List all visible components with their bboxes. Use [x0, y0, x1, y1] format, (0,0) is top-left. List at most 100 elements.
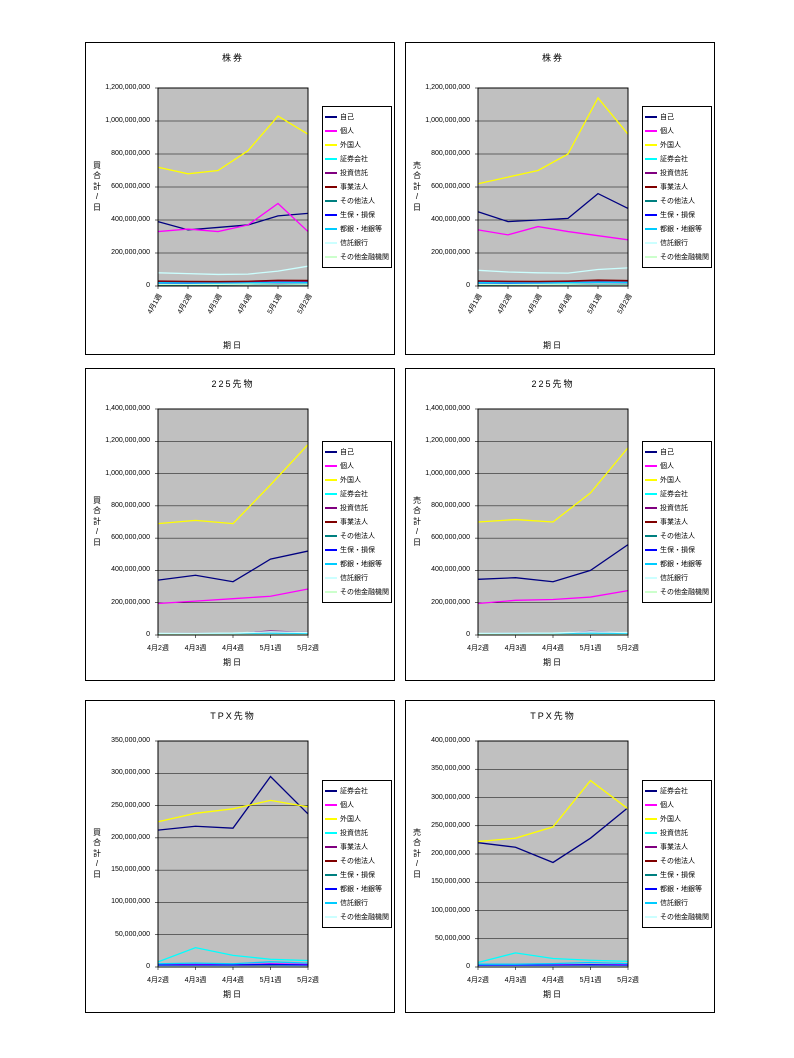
y-tick-label: 50,000,000 [114, 930, 150, 938]
series-line [157, 588, 309, 605]
legend-label: 証券会社 [340, 788, 368, 795]
plot-area [155, 740, 309, 970]
legend-label: 投資信託 [660, 830, 688, 837]
legend-line-swatch [645, 116, 657, 118]
legend-item: 証券会社 [325, 152, 389, 166]
legend-label: 都銀・地銀等 [660, 886, 702, 893]
x-tick-label: 5月1週 [266, 293, 284, 316]
legend-item: その他法人 [325, 529, 389, 543]
plot-area [475, 740, 629, 970]
legend-item: 個人 [645, 798, 709, 812]
x-tick-label: 5月2週 [297, 645, 319, 652]
legend-line-swatch [325, 228, 337, 230]
series-line [157, 202, 309, 233]
y-axis-title: 買 合 計 / 日 [93, 496, 101, 547]
series-line [477, 952, 629, 964]
legend-line-swatch [645, 242, 657, 244]
x-axis-title: 期日 [223, 658, 243, 667]
legend-label: その他金融機関 [340, 254, 389, 261]
series-line [158, 631, 309, 635]
legend-line-swatch [325, 888, 337, 890]
legend-item: 個人 [325, 459, 389, 473]
legend-label: 生保・損保 [660, 212, 695, 219]
legend-line-swatch [325, 860, 337, 862]
legend-line-swatch [325, 158, 337, 160]
y-tick-label: 400,000,000 [431, 566, 470, 574]
x-tick-label: 4月3週 [206, 293, 224, 316]
y-tick-label: 0 [146, 282, 150, 289]
series-line [157, 279, 309, 283]
legend-line-swatch [645, 256, 657, 258]
legend-item: 投資信託 [325, 501, 389, 515]
legend-item: 生保・損保 [325, 868, 389, 882]
legend-line-swatch [325, 256, 337, 258]
legend-label: 投資信託 [340, 170, 368, 177]
legend-item: 外国人 [645, 138, 709, 152]
legend-item: 都銀・地銀等 [325, 222, 389, 236]
y-tick-label: 800,000,000 [431, 501, 470, 509]
y-tick-label: 800,000,000 [111, 150, 150, 157]
legend-line-swatch [645, 228, 657, 230]
legend-label: 信託銀行 [660, 240, 688, 247]
legend-item: 生保・損保 [325, 543, 389, 557]
legend-line-swatch [645, 790, 657, 792]
chart-title: 株券 [541, 53, 565, 63]
y-axis-title: 売 合 計 / 日 [413, 828, 421, 879]
legend: 自己 個人 外国人 証券会社 投資信託 事業法人 その他法人 生保・損保 都銀・地銀等 信託銀行そ… [642, 441, 712, 603]
plot-area [475, 408, 629, 638]
legend-label: 投資信託 [340, 505, 368, 512]
x-axis-title: 期日 [543, 658, 563, 667]
x-axis-title: 期日 [543, 341, 563, 350]
series-line [157, 799, 309, 823]
y-tick-label: 1,000,000,000 [105, 469, 150, 477]
legend-item: その他法人 [645, 854, 709, 868]
x-tick-label: 4月2週 [467, 977, 489, 984]
legend: 証券会社 個人 外国人 投資信託 事業法人 その他法人 生保・損保 都銀・地銀等 信託銀行 その他… [322, 780, 392, 928]
series-line [157, 265, 309, 276]
legend-line-swatch [645, 804, 657, 806]
legend-label: 生保・損保 [660, 872, 695, 879]
chart-title: TPX先物 [210, 711, 256, 721]
legend-label: 自己 [340, 114, 354, 121]
legend: 証券会社 個人 外国人 投資信託 事業法人 その他法人 生保・損保 都銀・地銀等 信託銀行 その他… [642, 780, 712, 928]
legend-line-swatch [645, 860, 657, 862]
series-line [477, 779, 629, 843]
y-tick-label: 1,000,000,000 [425, 117, 470, 124]
legend-item: 信託銀行 [325, 896, 389, 910]
legend-line-swatch [325, 549, 337, 551]
legend-label: 信託銀行 [660, 900, 688, 907]
x-tick-label: 4月3週 [504, 645, 527, 652]
y-tick-label: 350,000,000 [431, 765, 470, 773]
legend-label: 自己 [660, 114, 674, 121]
y-tick-label: 100,000,000 [431, 906, 470, 914]
x-tick-label: 4月3週 [184, 977, 207, 984]
legend-label: 都銀・地銀等 [340, 226, 382, 233]
legend-item: 自己 [645, 110, 709, 124]
legend-item: 自己 [325, 110, 389, 124]
legend-item: 信託銀行 [645, 571, 709, 585]
legend-item: その他法人 [645, 529, 709, 543]
series-line [157, 946, 309, 963]
plot-area [475, 87, 629, 289]
legend-line-swatch [645, 451, 657, 453]
legend-item: 事業法人 [325, 180, 389, 194]
y-tick-label: 1,400,000,000 [105, 405, 150, 412]
x-tick-label: 4月4週 [236, 293, 254, 316]
legend-label: 個人 [660, 802, 674, 809]
y-tick-label: 0 [466, 963, 470, 970]
legend-item: 外国人 [325, 138, 389, 152]
series-line [477, 192, 629, 223]
legend-item: その他金融機関 [325, 250, 389, 264]
legend: 自己 個人 外国人 証券会社 投資信託 事業法人 その他法人 生保・損保 都銀・地銀等 信託銀行そ… [642, 106, 712, 268]
legend-item: 自己 [325, 445, 389, 459]
plot-border [477, 740, 629, 968]
legend-item: その他法人 [325, 194, 389, 208]
y-tick-label: 200,000,000 [111, 833, 150, 841]
legend-line-swatch [325, 577, 337, 579]
legend-line-swatch [325, 116, 337, 118]
legend-label: その他金融機関 [340, 589, 389, 596]
legend-line-swatch [645, 888, 657, 890]
series-line [478, 964, 629, 966]
y-tick-label: 200,000,000 [431, 249, 470, 256]
legend-label: 自己 [340, 449, 354, 456]
